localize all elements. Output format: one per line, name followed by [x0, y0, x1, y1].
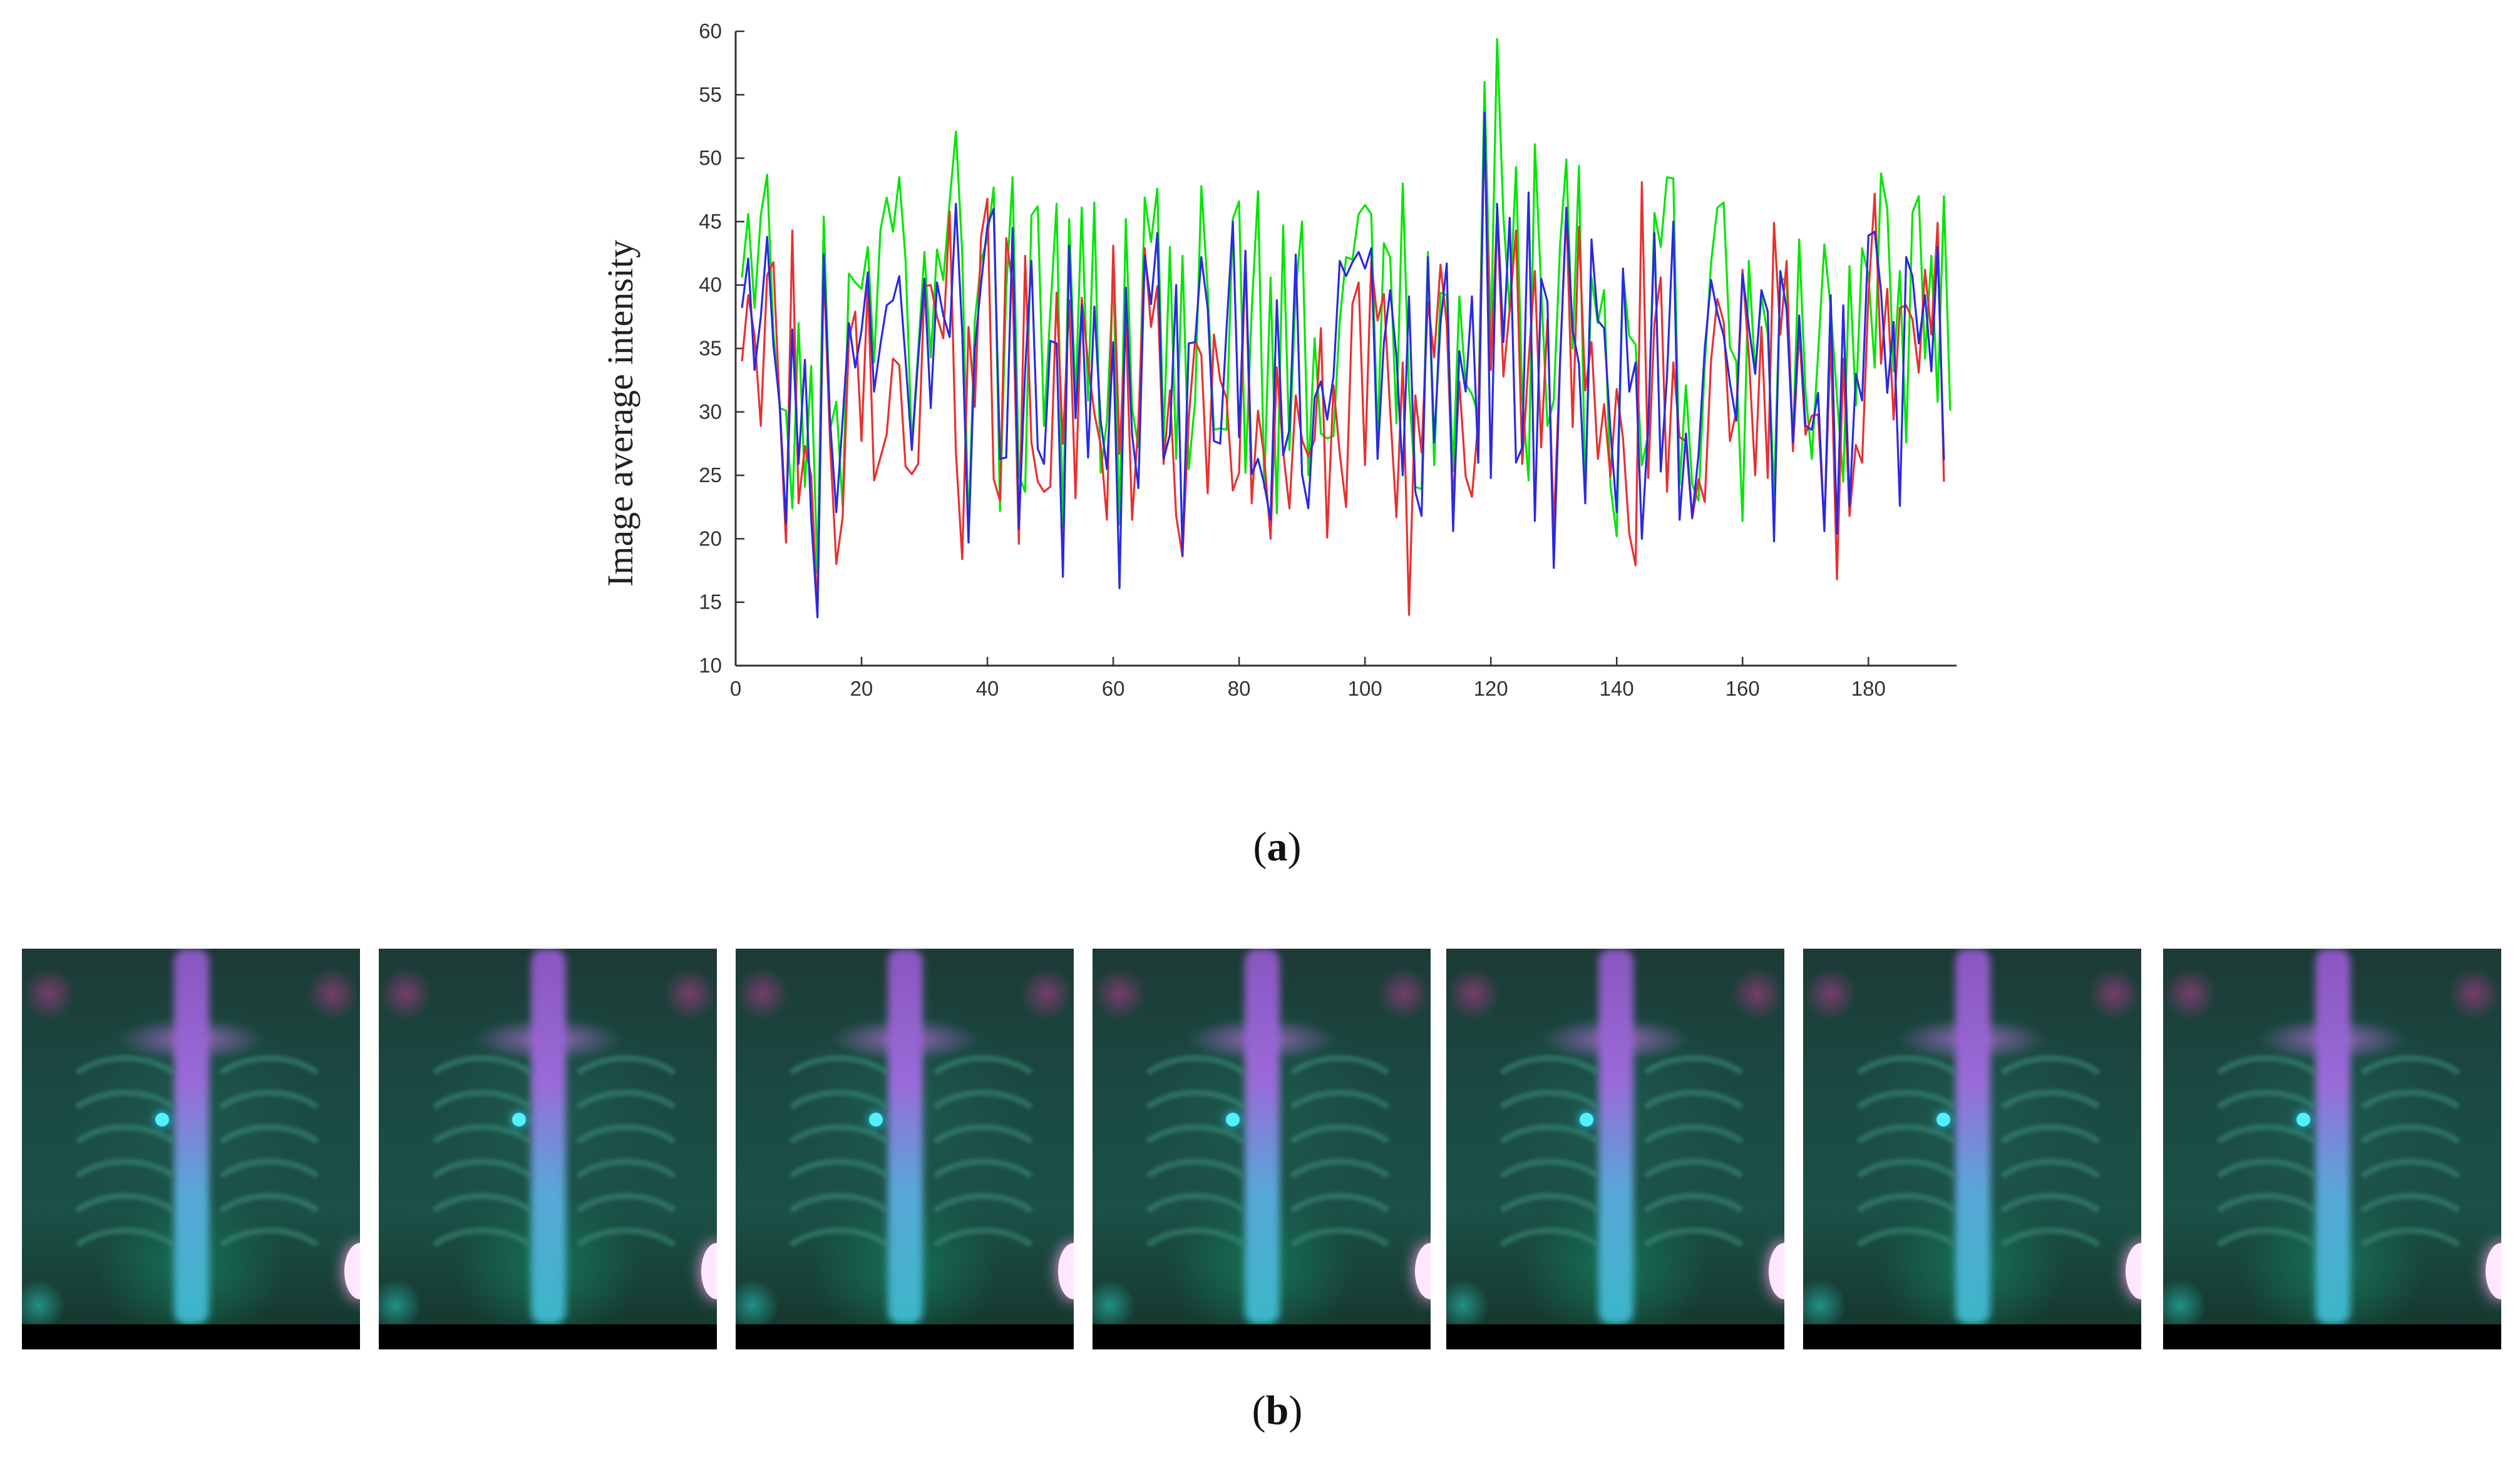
scan-image	[1446, 949, 1784, 1349]
caption-b: (b)	[1183, 1387, 1371, 1435]
x-tick-label: 180	[1851, 677, 1886, 700]
y-tick-label: 60	[699, 19, 722, 43]
y-tick-label: 30	[699, 400, 722, 423]
x-tick-label: 0	[730, 677, 741, 700]
x-tick-label: 140	[1600, 677, 1634, 700]
x-tick-label: 100	[1348, 677, 1382, 700]
y-tick-label: 25	[699, 463, 722, 487]
caption-a-letter: a	[1267, 824, 1288, 870]
caption-a-close: )	[1287, 824, 1302, 870]
x-tick-label: 80	[1228, 677, 1251, 700]
caption-b-close: )	[1288, 1388, 1303, 1433]
scan-image	[379, 949, 717, 1349]
caption-b-open: (	[1252, 1388, 1266, 1433]
x-tick-label: 120	[1474, 677, 1508, 700]
y-tick-label: 20	[699, 527, 722, 550]
chart-series	[741, 38, 1952, 619]
caption-a: (a)	[1183, 823, 1371, 871]
scan-image	[2163, 949, 2501, 1349]
y-tick-label: 35	[699, 337, 722, 360]
y-tick-label: 15	[699, 590, 722, 614]
caption-b-letter: b	[1265, 1388, 1289, 1433]
y-tick-label: 50	[699, 147, 722, 170]
chart-axes: 10 15 20 25 30 35 40 45 50 55 60 0 20 40 60 80 100 120 140…	[699, 19, 1957, 700]
caption-a-open: (	[1253, 824, 1267, 870]
y-tick-label: 45	[699, 210, 722, 233]
x-tick-label: 160	[1725, 677, 1760, 700]
y-tick-label: 10	[699, 654, 722, 677]
scan-image	[1093, 949, 1431, 1349]
x-tick-label: 60	[1102, 677, 1125, 700]
x-tick-label: 20	[850, 677, 873, 700]
scan-image	[1803, 949, 2141, 1349]
y-tick-label: 40	[699, 273, 722, 296]
y-axis-title: Image average intensity	[600, 240, 640, 587]
x-tick-label: 40	[976, 677, 999, 700]
scan-image	[22, 949, 360, 1349]
series-line-red	[741, 126, 1945, 616]
series-line-blue	[741, 111, 1945, 619]
series-line-green	[741, 38, 1952, 574]
scan-image	[736, 949, 1074, 1349]
y-tick-label: 55	[699, 83, 722, 106]
